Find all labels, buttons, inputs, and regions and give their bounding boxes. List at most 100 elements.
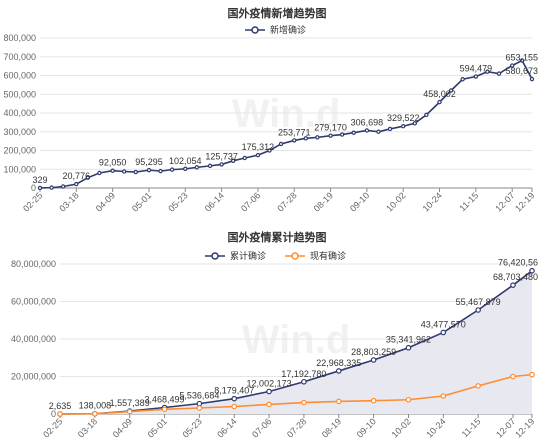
x-tick-label: 06-14 xyxy=(203,190,226,213)
y-tick-label: 20,000,000 xyxy=(11,372,56,382)
data-point xyxy=(448,88,454,93)
data-point xyxy=(255,152,261,158)
x-tick-label: 02-25 xyxy=(41,416,64,439)
data-point xyxy=(278,141,284,147)
x-tick-label: 05-01 xyxy=(146,416,169,439)
data-point xyxy=(37,185,43,191)
data-point xyxy=(85,175,91,180)
y-tick-label: 300,000 xyxy=(3,127,36,137)
data-label: 279,170 xyxy=(314,123,347,133)
data-point xyxy=(440,329,447,336)
y-tick-label: 0 xyxy=(31,183,36,193)
data-point xyxy=(49,185,54,190)
data-point xyxy=(510,282,516,288)
chart-title: 国外疫情新增趋势图 xyxy=(228,6,327,20)
data-label: 138,008 xyxy=(79,401,112,411)
data-label: 17,192,780 xyxy=(281,369,326,379)
y-tick-label: 200,000 xyxy=(3,146,36,156)
x-tick-label: 06-14 xyxy=(215,416,238,439)
data-point xyxy=(194,165,200,170)
x-tick-label: 07-06 xyxy=(250,416,273,439)
data-point xyxy=(475,383,481,389)
x-tick-label: 11-15 xyxy=(460,416,483,439)
data-label: 8,179,407 xyxy=(214,386,254,396)
legend-marker xyxy=(211,252,219,260)
data-point xyxy=(60,184,66,189)
x-tick-label: 05-23 xyxy=(180,416,203,439)
data-point xyxy=(196,405,203,411)
data-point xyxy=(161,406,168,413)
y-tick-label: 500,000 xyxy=(3,89,36,99)
data-label: 329 xyxy=(32,175,47,185)
data-point xyxy=(219,162,224,167)
data-point xyxy=(376,129,381,134)
data-point xyxy=(370,357,377,363)
data-point xyxy=(169,167,175,172)
data-point xyxy=(133,169,138,175)
y-tick-label: 100,000 xyxy=(3,164,36,174)
x-tick-label: 07-28 xyxy=(275,190,298,213)
data-label: 653,155 xyxy=(505,53,538,63)
data-label: 253,771 xyxy=(278,127,311,137)
y-tick-label: 60,000,000 xyxy=(11,297,56,307)
legend: 新增确诊 xyxy=(245,24,306,35)
data-point xyxy=(364,128,370,133)
x-tick-label: 04-09 xyxy=(111,416,134,439)
data-point xyxy=(529,76,535,82)
data-point xyxy=(460,77,465,82)
data-point xyxy=(509,63,515,68)
data-point xyxy=(335,398,342,405)
x-tick-label: 05-01 xyxy=(130,190,153,213)
legend-label: 新增确诊 xyxy=(270,24,306,35)
series-area xyxy=(60,270,532,414)
data-point xyxy=(146,167,152,173)
y-tick-label: 600,000 xyxy=(3,71,36,81)
data-point xyxy=(303,136,309,141)
data-point xyxy=(412,121,417,126)
data-label: 125,737 xyxy=(205,151,238,161)
x-tick-label: 03-18 xyxy=(57,190,80,213)
x-tick-label: 10-02 xyxy=(390,416,413,439)
x-tick-label: 07-28 xyxy=(285,416,308,439)
data-point xyxy=(301,378,307,385)
legend-item: 累计确诊 xyxy=(205,250,266,261)
data-point xyxy=(207,163,213,169)
data-label: 329,522 xyxy=(387,113,420,123)
x-tick-label: 09-10 xyxy=(355,416,378,439)
y-tick-label: 700,000 xyxy=(3,52,36,62)
x-tick-label: 12-07 xyxy=(493,190,516,213)
data-point xyxy=(475,307,481,313)
data-label: 594,479 xyxy=(460,64,493,74)
data-point xyxy=(335,368,342,374)
data-point xyxy=(110,168,115,173)
data-point xyxy=(405,396,412,403)
x-tick-label: 05-23 xyxy=(166,190,189,213)
y-tick-label: 0 xyxy=(51,409,56,419)
data-point xyxy=(267,148,272,153)
y-tick-label: 400,000 xyxy=(3,108,36,118)
data-point xyxy=(266,401,272,408)
data-label: 2,635 xyxy=(49,401,72,411)
x-tick-label: 11-15 xyxy=(457,190,480,213)
x-tick-label: 04-09 xyxy=(94,190,117,213)
x-tick-label: 10-02 xyxy=(384,190,407,213)
data-label: 55,467,879 xyxy=(456,297,501,307)
x-tick-label: 08-19 xyxy=(312,190,335,213)
data-point xyxy=(231,395,238,402)
x-tick-label: 12-19 xyxy=(513,190,536,213)
data-point xyxy=(158,168,163,174)
data-point xyxy=(328,133,333,138)
data-point xyxy=(242,155,247,161)
x-tick-label: 12-19 xyxy=(513,416,536,439)
cumulative-cases-chart: Win.d 国外疫情累计趋势图 累计确诊 现有确诊 0 20,000,000 40,000,… xyxy=(0,223,554,446)
data-point xyxy=(387,126,393,132)
data-label: 3,468,499 xyxy=(145,394,185,404)
legend-marker xyxy=(251,26,259,34)
x-tick-label: 12-07 xyxy=(494,416,517,439)
x-tick-label: 09-10 xyxy=(348,190,371,213)
data-point xyxy=(92,411,98,417)
data-point xyxy=(57,411,63,417)
data-point xyxy=(126,408,133,415)
data-point xyxy=(473,74,479,79)
